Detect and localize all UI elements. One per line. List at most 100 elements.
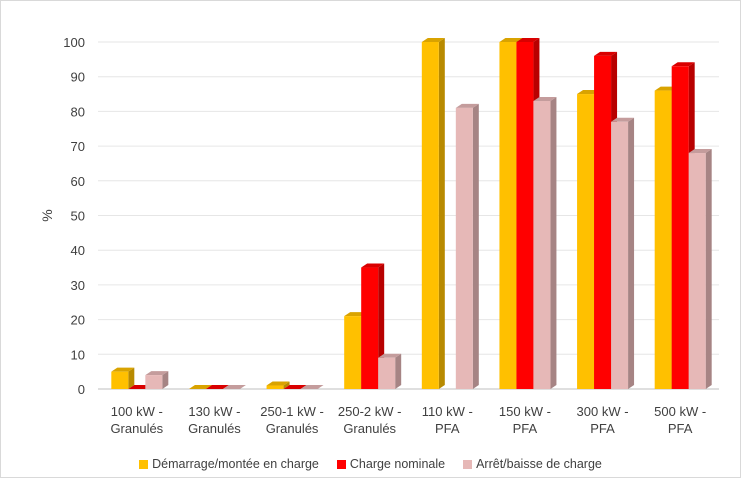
y-tick-label: 30 bbox=[71, 278, 85, 293]
bar-top bbox=[499, 38, 523, 42]
bar-side bbox=[550, 96, 557, 390]
legend-label: Charge nominale bbox=[349, 457, 446, 471]
y-tick-label: 70 bbox=[71, 139, 85, 154]
y-tick-label: 40 bbox=[71, 243, 85, 258]
x-tick-label-line: PFA bbox=[513, 421, 538, 436]
legend-swatch bbox=[139, 459, 149, 469]
bar-front bbox=[577, 94, 595, 390]
bar-front bbox=[344, 316, 362, 389]
bar bbox=[300, 385, 324, 389]
x-tick-label-line: 300 kW - bbox=[577, 404, 629, 419]
bar bbox=[688, 149, 712, 389]
bar-front bbox=[421, 42, 439, 389]
bar-top bbox=[145, 371, 169, 376]
x-tick-label-line: 150 kW - bbox=[499, 404, 551, 419]
legend-swatch bbox=[336, 459, 346, 469]
y-tick-label: 50 bbox=[71, 209, 85, 224]
bar bbox=[205, 385, 229, 389]
legend-item: Arrêt/baisse de charge bbox=[463, 455, 602, 473]
legend-label: Arrêt/baisse de charge bbox=[476, 457, 602, 471]
legend-item: Démarrage/montée en charge bbox=[139, 455, 319, 473]
x-tick-label: 500 kW - PFA bbox=[654, 404, 706, 436]
y-tick-label: 60 bbox=[71, 174, 85, 189]
x-tick-label-line: 250-1 kW - bbox=[260, 404, 324, 419]
x-tick-label-line: PFA bbox=[668, 421, 693, 436]
bar-top bbox=[421, 38, 445, 42]
bar-side bbox=[472, 103, 479, 390]
bar-top bbox=[516, 38, 540, 42]
x-tick-label-line: PFA bbox=[590, 421, 615, 436]
x-tick-label: 130 kW - Granulés bbox=[188, 404, 241, 436]
bar-front bbox=[266, 385, 284, 389]
bar bbox=[283, 385, 307, 389]
x-tick-label-line: Granulés bbox=[110, 421, 163, 436]
bar-top bbox=[671, 62, 695, 67]
y-tick-label: 80 bbox=[71, 104, 85, 119]
bar-top bbox=[300, 385, 324, 389]
bars bbox=[111, 38, 712, 390]
bar-side bbox=[438, 38, 445, 389]
x-tick-label: 150 kW - PFA bbox=[499, 404, 551, 436]
bar-side bbox=[628, 117, 635, 389]
bar-top bbox=[688, 149, 712, 154]
legend: Démarrage/montée en charge Charge nominal… bbox=[0, 455, 741, 473]
bar-front bbox=[611, 121, 629, 389]
x-tick-label-line: Granulés bbox=[343, 421, 396, 436]
legend-item: Charge nominale bbox=[336, 455, 446, 473]
bar bbox=[378, 353, 402, 389]
bar-front bbox=[378, 357, 396, 389]
bar-top bbox=[378, 353, 402, 358]
bar bbox=[266, 381, 290, 389]
bar-front bbox=[533, 100, 551, 390]
bar-front bbox=[361, 267, 379, 389]
x-tick-label: 300 kW - PFA bbox=[577, 404, 629, 436]
x-tick-label-line: 250-2 kW - bbox=[338, 404, 402, 419]
bar-front bbox=[688, 153, 706, 389]
bar-front bbox=[455, 107, 473, 390]
bar bbox=[421, 38, 445, 389]
x-tick-label-line: 130 kW - bbox=[188, 404, 240, 419]
bar-front bbox=[499, 42, 517, 389]
legend-label: Démarrage/montée en charge bbox=[152, 457, 319, 471]
bar bbox=[533, 96, 557, 390]
bar bbox=[611, 117, 635, 389]
x-tick-label-line: 500 kW - bbox=[654, 404, 706, 419]
y-tick-label: 0 bbox=[78, 382, 85, 397]
bar bbox=[188, 385, 212, 389]
bar-front bbox=[594, 55, 612, 389]
bar-top bbox=[205, 385, 229, 389]
x-tick-label-line: Granulés bbox=[188, 421, 241, 436]
y-tick-label: 10 bbox=[71, 347, 85, 362]
bar-top bbox=[283, 385, 307, 389]
x-tick-label: 250-2 kW - Granulés bbox=[338, 404, 402, 436]
bar-front bbox=[516, 42, 534, 389]
bar bbox=[222, 385, 246, 389]
x-tick-label-line: PFA bbox=[435, 421, 460, 436]
bar-top bbox=[222, 385, 246, 389]
bar-front bbox=[671, 66, 689, 389]
bar-side bbox=[128, 367, 135, 389]
y-axis-label: % bbox=[39, 209, 55, 221]
x-tick-label-line: 100 kW - bbox=[111, 404, 163, 419]
bar-top bbox=[188, 385, 212, 389]
bar bbox=[111, 367, 135, 389]
bar-top bbox=[611, 117, 635, 122]
bar-side bbox=[162, 371, 169, 389]
bar-front bbox=[111, 371, 129, 389]
bar-front bbox=[654, 90, 672, 389]
bar-top bbox=[594, 51, 618, 56]
bar-front bbox=[145, 375, 163, 389]
bar-side bbox=[395, 353, 402, 389]
x-tick-label: 250-1 kW - Granulés bbox=[260, 404, 324, 436]
y-tick-label: 20 bbox=[71, 313, 85, 328]
x-tick-label-line: Granulés bbox=[266, 421, 319, 436]
bar-top bbox=[111, 367, 135, 372]
x-tick-label: 100 kW - Granulés bbox=[110, 404, 163, 436]
bar-top bbox=[455, 103, 479, 108]
bar-top bbox=[266, 381, 290, 386]
bar bbox=[145, 371, 169, 389]
x-tick-label: 110 kW - PFA bbox=[422, 404, 473, 436]
